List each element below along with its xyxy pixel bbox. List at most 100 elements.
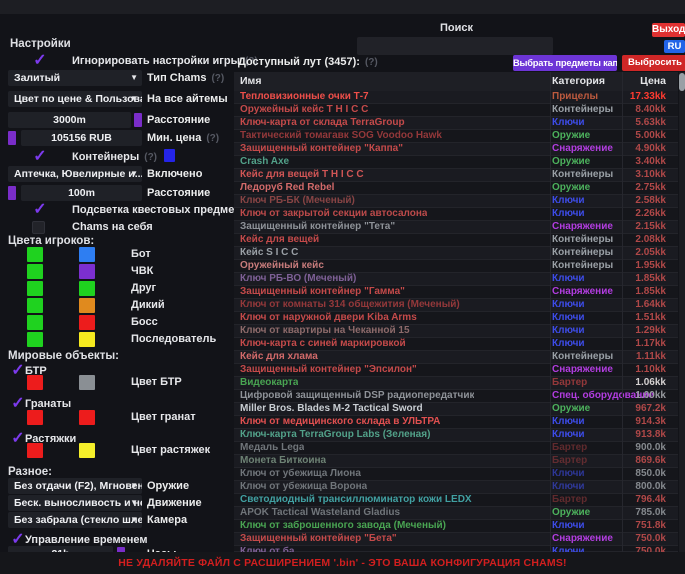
item-price: 1.85kk bbox=[635, 286, 666, 297]
language-button[interactable]: RU bbox=[664, 40, 685, 53]
checkbox-containers[interactable]: ✓ Контейнеры (?) bbox=[0, 149, 232, 165]
weapon-dropdown[interactable]: Без отдачи (F2), Мгновенное п▼ bbox=[8, 478, 142, 494]
checkmark-icon: ✓ bbox=[11, 430, 25, 447]
table-row[interactable]: Ключ от комнаты 314 общежития (Меченый) К… bbox=[234, 299, 678, 312]
color-swatch[interactable] bbox=[8, 131, 16, 145]
table-row[interactable]: Оружейный кейс Т Н I С С Контейнеры 8.40kk bbox=[234, 104, 678, 117]
color-swatch[interactable] bbox=[79, 264, 95, 279]
column-header-category[interactable]: Категория bbox=[552, 75, 606, 87]
color-swatch[interactable] bbox=[27, 332, 43, 347]
color-swatch[interactable] bbox=[79, 247, 95, 262]
containers-filter-dropdown[interactable]: Аптечка, Ювелирные и... ▼ bbox=[8, 166, 142, 182]
table-row[interactable]: Ледоруб Red Rebel Оружие 2.75kk bbox=[234, 182, 678, 195]
table-row[interactable]: APOK Tactical Wasteland Gladius Оружие 785… bbox=[234, 507, 678, 520]
table-row[interactable]: Ключ-карта TerraGroup Labs (Зеленая) Ключ… bbox=[234, 429, 678, 442]
item-name: Видеокарта bbox=[240, 377, 299, 388]
column-divider bbox=[622, 72, 623, 552]
all-items-dropdown[interactable]: Цвет по цене & Пользователь▼ bbox=[8, 91, 142, 107]
table-row[interactable]: Кейс для хлама Контейнеры 1.11kk bbox=[234, 351, 678, 364]
column-header-price[interactable]: Цена bbox=[640, 75, 666, 87]
color-swatch[interactable] bbox=[27, 410, 43, 425]
color-swatch[interactable] bbox=[27, 375, 43, 390]
table-row[interactable]: Кейс для вещей Т Н I С С Контейнеры 3.10kk bbox=[234, 169, 678, 182]
table-row[interactable]: Защищенный контейнер "Тета" Снаряжение 2.1… bbox=[234, 221, 678, 234]
item-name: Кейс для хлама bbox=[240, 351, 318, 362]
checkbox-btr[interactable]: ✓ БТР bbox=[0, 363, 232, 379]
table-row[interactable]: Кейс для вещей Контейнеры 2.08kk bbox=[234, 234, 678, 247]
column-header-name[interactable]: Имя bbox=[240, 75, 262, 87]
color-swatch[interactable] bbox=[27, 298, 43, 313]
checkbox-grenades[interactable]: ✓ Гранаты bbox=[0, 396, 232, 412]
table-row[interactable]: Защищенный контейнер "Каппа" Снаряжение 4.… bbox=[234, 143, 678, 156]
item-category: Бартер bbox=[552, 377, 588, 388]
containers-distance-input[interactable]: 100m bbox=[21, 185, 142, 201]
item-price: 750.0k bbox=[635, 533, 666, 544]
color-swatch[interactable] bbox=[79, 410, 95, 425]
table-row[interactable]: Crash Axe Оружие 3.40kk bbox=[234, 156, 678, 169]
table-row[interactable]: Ключ от наружной двери Kiba Arms Ключи 1.5… bbox=[234, 312, 678, 325]
table-row[interactable]: Ключ-карта с синей маркировкой Ключи 1.17k… bbox=[234, 338, 678, 351]
camera-dropdown[interactable]: Без забрала (стекло шлема)▼ bbox=[8, 512, 142, 528]
color-swatch[interactable] bbox=[79, 298, 95, 313]
item-name: Ключ от квартиры на Чеканной 15 bbox=[240, 325, 410, 336]
table-row[interactable]: Защищенный контейнер "Эпсилон" Снаряжение… bbox=[234, 364, 678, 377]
distance-input[interactable]: 3000m bbox=[8, 112, 131, 128]
color-swatch[interactable] bbox=[27, 264, 43, 279]
table-row[interactable]: Оружейный кейс Контейнеры 1.95kk bbox=[234, 260, 678, 273]
checkbox-tripwires[interactable]: ✓ Растяжки bbox=[0, 431, 232, 447]
color-swatch[interactable] bbox=[79, 315, 95, 330]
color-swatch[interactable] bbox=[27, 247, 43, 262]
checkbox-time-control[interactable]: ✓ Управление временем bbox=[0, 532, 232, 548]
table-row[interactable]: Ключ от закрытой секции автосалона Ключи 2… bbox=[234, 208, 678, 221]
exit-button[interactable]: Выход bbox=[652, 23, 685, 37]
table-row[interactable]: Светодиодный трансиллюминатор кожи LEDX Б… bbox=[234, 494, 678, 507]
table-row[interactable]: Ключ от заброшенного завода (Меченый) Клю… bbox=[234, 520, 678, 533]
table-row[interactable]: Ключ-карта от склада TerraGroup Ключи 5.63… bbox=[234, 117, 678, 130]
table-row[interactable]: Ключ РБ-ВО (Меченый) Ключи 1.85kk bbox=[234, 273, 678, 286]
table-row[interactable]: Ключ от квартиры на Чеканной 15 Ключи 1.29… bbox=[234, 325, 678, 338]
table-row[interactable]: Тепловизионные очки Т-7 Прицелы 17.33kk bbox=[234, 91, 678, 104]
color-swatch[interactable] bbox=[79, 375, 95, 390]
player-color-row: ЧВК bbox=[0, 264, 232, 281]
item-price: 1.00kk bbox=[635, 390, 666, 401]
table-row[interactable]: Кейс S I C C Контейнеры 2.05kk bbox=[234, 247, 678, 260]
color-swatch[interactable] bbox=[79, 332, 95, 347]
checkbox-ignore-game-settings[interactable]: ✓ Игнорировать настройки игры (?) bbox=[0, 53, 257, 69]
color-swatch[interactable] bbox=[27, 315, 43, 330]
table-row[interactable]: Цифровой защищенный DSP радиопередатчик С… bbox=[234, 390, 678, 403]
table-row[interactable]: Видеокарта Бартер 1.06kk bbox=[234, 377, 678, 390]
table-row[interactable]: Ключ от ба… Ключи 750.0k bbox=[234, 546, 678, 552]
chams-type-dropdown[interactable]: Залитый ▼ bbox=[8, 70, 142, 86]
table-row[interactable]: Ключ от убежища Лиона Ключи 850.0k bbox=[234, 468, 678, 481]
search-input[interactable] bbox=[357, 37, 553, 55]
table-scrollbar[interactable] bbox=[679, 72, 685, 552]
min-price-input[interactable]: 105156 RUB bbox=[21, 130, 142, 146]
table-row[interactable]: Монета Биткоина Бартер 869.6k bbox=[234, 455, 678, 468]
select-kappa-items-button[interactable]: Выбрать предметы каппа bbox=[513, 55, 617, 71]
drop-all-button[interactable]: Выбросить все bbox=[622, 55, 685, 71]
search-label: Поиск bbox=[440, 22, 474, 34]
scrollbar-thumb[interactable] bbox=[679, 73, 685, 91]
checkbox-label: БТР bbox=[25, 365, 47, 377]
color-swatch[interactable] bbox=[79, 443, 95, 458]
color-swatch[interactable] bbox=[79, 281, 95, 296]
table-row[interactable]: Защищенный контейнер "Бета" Снаряжение 750… bbox=[234, 533, 678, 546]
table-row[interactable]: Медаль Lega Бартер 900.0k bbox=[234, 442, 678, 455]
table-row[interactable]: Защищенный контейнер "Гамма" Снаряжение 1.… bbox=[234, 286, 678, 299]
movement-dropdown[interactable]: Беск. выносливость и нет уста▼ bbox=[8, 495, 142, 511]
checkbox-chams-self[interactable]: Chams на себя bbox=[0, 219, 232, 235]
color-swatch[interactable] bbox=[27, 281, 43, 296]
table-row[interactable]: Ключ РБ-БК (Меченый) Ключи 2.58kk bbox=[234, 195, 678, 208]
item-name: Crash Axe bbox=[240, 156, 290, 167]
color-swatch[interactable] bbox=[27, 443, 43, 458]
hint-icon: (?) bbox=[144, 152, 158, 163]
table-row[interactable]: Тактический томагавк SOG Voodoo Hawk Оруж… bbox=[234, 130, 678, 143]
color-swatch[interactable] bbox=[134, 113, 142, 127]
color-swatch[interactable] bbox=[8, 186, 16, 200]
color-swatch[interactable] bbox=[164, 149, 176, 162]
control-label: Камера bbox=[147, 514, 188, 526]
table-row[interactable]: Ключ от убежища Ворона Ключи 800.0k bbox=[234, 481, 678, 494]
table-row[interactable]: Ключ от медицинского склада в УЛЬТРА Ключ… bbox=[234, 416, 678, 429]
checkbox-quest-highlight[interactable]: ✓ Подсветка квестовых предметов bbox=[0, 202, 271, 218]
table-row[interactable]: Miller Bros. Blades M-2 Tactical Sword Ор… bbox=[234, 403, 678, 416]
